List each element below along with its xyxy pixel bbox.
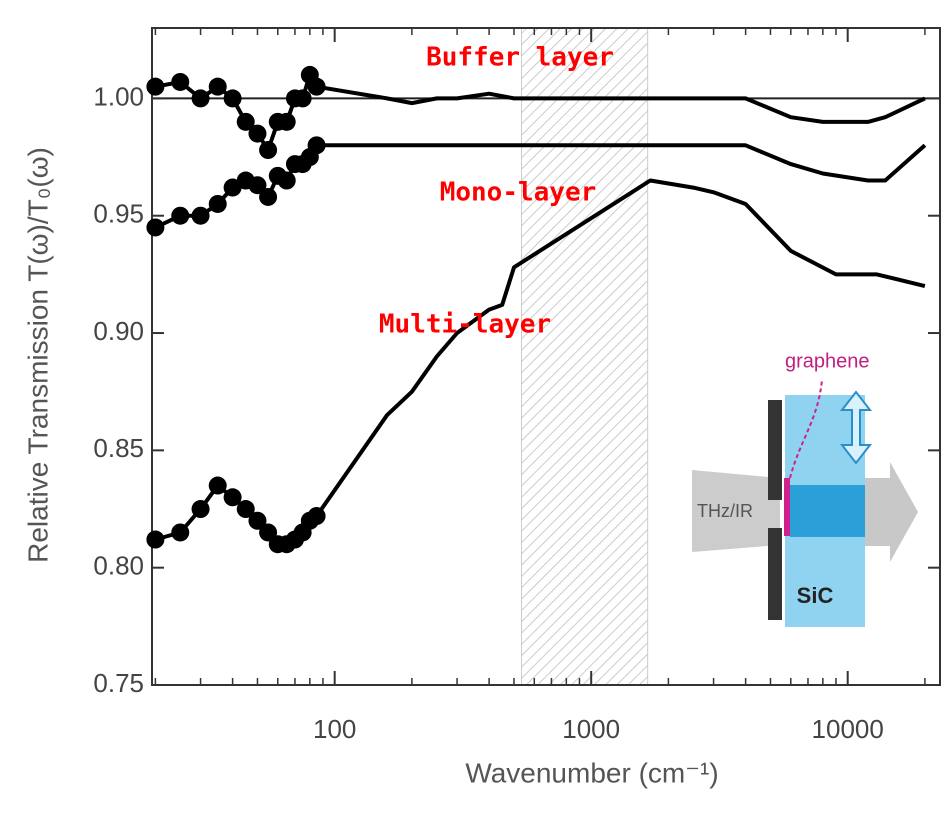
data-point [308,507,326,525]
y-tick-label: 0.75 [93,668,144,698]
inset-label: graphene [785,350,870,372]
y-tick-label: 0.95 [93,199,144,229]
y-tick-label: 0.90 [93,316,144,346]
shaded-region [522,28,648,685]
x-axis-title: Wavenumber (cm⁻¹) [465,757,718,788]
y-tick-label: 0.80 [93,551,144,581]
chart: 0.75 0.80 0.85 0.90 0.95 1.00 100 1000 10000 Wav… [0,0,946,810]
y-tick-label: 1.00 [93,81,144,111]
data-point [146,218,164,236]
data-point [192,207,210,225]
data-point [192,89,210,107]
inset-label: SiC [797,583,834,608]
data-point [209,477,227,495]
data-point [171,73,189,91]
data-point [259,141,277,159]
data-point [308,78,326,96]
data-point [192,500,210,518]
data-point [294,89,312,107]
y-tick-label: 0.85 [93,433,144,463]
x-tick-label: 10000 [812,714,884,744]
data-point [171,523,189,541]
data-point [308,136,326,154]
inset-diagram: graphene THz/IR SiC [692,350,918,627]
data-point [224,89,242,107]
annotation: Mono-layer [440,178,597,208]
data-point [146,78,164,96]
x-tick-label: 100 [313,714,356,744]
data-point [259,188,277,206]
data-point [209,78,227,96]
data-point [278,172,296,190]
data-point [171,207,189,225]
inset-label: THz/IR [697,501,753,521]
y-axis-title: Relative Transmission T(ω)/T₀(ω) [22,147,53,563]
data-point [209,195,227,213]
annotation: Buffer layer [426,43,614,73]
annotation: Multi-layer [379,310,551,340]
data-point [278,113,296,131]
data-point [146,531,164,549]
x-tick-label: 1000 [562,714,620,744]
data-point [248,125,266,143]
